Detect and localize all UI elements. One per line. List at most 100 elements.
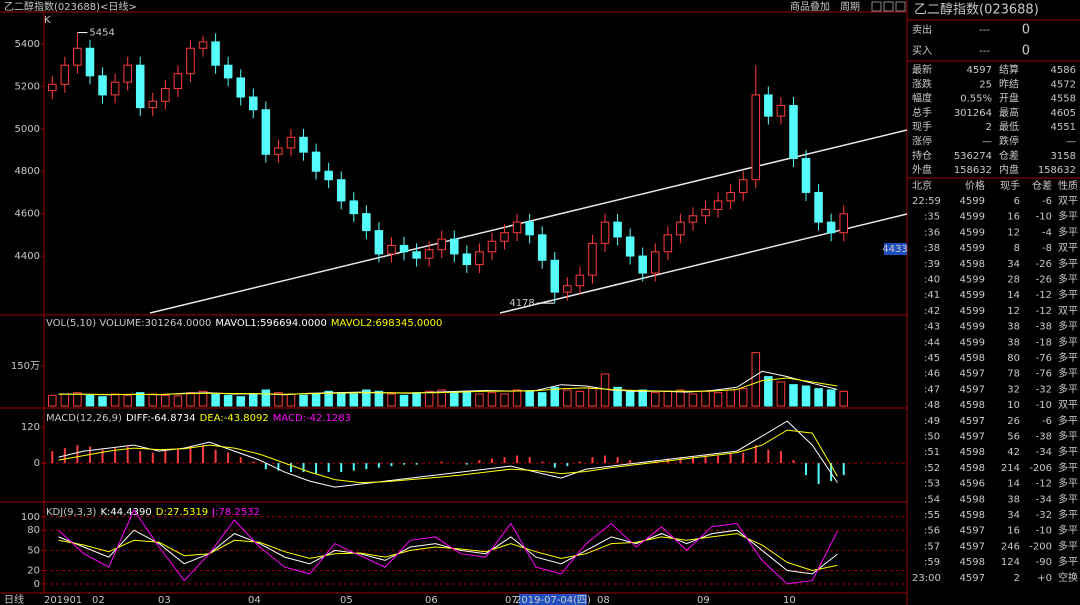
volume-bar [487, 392, 497, 407]
trade-cell: 4599 [960, 322, 985, 333]
channel-line [149, 129, 908, 314]
menu-overlay[interactable]: 商品叠加 [790, 0, 830, 13]
candle-body [198, 41, 208, 49]
volume-bar [161, 394, 170, 407]
last-price-box [884, 243, 907, 256]
trade-cell: 多平 [1058, 351, 1078, 364]
volume-bar [688, 393, 698, 407]
trade-cell: :55 [924, 510, 940, 521]
volume-bar [500, 393, 509, 407]
candle-body [588, 242, 597, 276]
header-item: D:27.5319 [156, 507, 208, 518]
candle-body [450, 238, 459, 255]
quote-label: 幅度 [912, 92, 932, 105]
trade-cell: :36 [924, 227, 940, 238]
quote-label: 结算 [999, 63, 1019, 76]
order-label: 卖出 [912, 23, 932, 36]
quote-label: 涨停 [912, 135, 932, 148]
y-tick-label: 100 [21, 512, 40, 523]
menu-period[interactable]: 周期 [840, 1, 860, 13]
quote-label: 最低 [999, 120, 1019, 133]
y-tick-label: 50 [27, 545, 40, 556]
candle-body [462, 253, 472, 266]
candle-body [475, 251, 484, 266]
volume-bar [613, 386, 622, 407]
volume-bar [85, 394, 95, 407]
candle-body [563, 285, 572, 293]
quote-value: 4558 [1051, 94, 1076, 105]
y-tick-label: 0 [34, 579, 40, 590]
candle-body [600, 221, 610, 244]
trade-cell: :48 [924, 400, 940, 411]
candle-body [336, 179, 346, 202]
trade-cell: 22:59 [912, 196, 941, 207]
quote-label: 涨跌 [912, 77, 932, 90]
trade-cell: 4598 [960, 259, 985, 270]
trade-cell: 多平 [1058, 320, 1078, 333]
candle-body [701, 208, 710, 217]
trade-cell: 多平 [1058, 492, 1078, 505]
candle-body [148, 100, 158, 109]
trade-cell: 双平 [1058, 399, 1078, 411]
trade-cell: 4597 [960, 541, 985, 552]
candle-body [60, 64, 70, 85]
order-price: --- [979, 46, 990, 57]
trade-cell: :57 [924, 541, 940, 552]
header-item: DEA:-43.8092 [200, 413, 269, 424]
trade-cell: -6 [1042, 196, 1052, 207]
candle-body [575, 274, 585, 287]
trade-cell: 14 [1007, 290, 1020, 301]
x-tick-label: 06 [425, 595, 438, 605]
volume-bar [274, 392, 283, 407]
trade-cell: :42 [924, 306, 940, 317]
volume-bar [48, 394, 57, 407]
annotation: 4178 [509, 298, 534, 309]
trade-cell: 6 [1014, 196, 1020, 207]
quote-label: 持仓 [912, 149, 932, 162]
volume-bar [801, 385, 811, 407]
candle-body [789, 105, 798, 160]
trade-cell: -206 [1029, 463, 1052, 474]
candle-body [299, 136, 308, 153]
trade-cell: -4 [1042, 227, 1052, 238]
volume-bar [186, 392, 195, 407]
header-item: K:44.4390 [100, 507, 151, 518]
trade-cell: 4599 [960, 290, 985, 301]
candle-body [236, 77, 245, 98]
quote-value: 2 [986, 122, 992, 133]
quote-label: 总手 [912, 106, 932, 119]
trade-cell: -32 [1036, 384, 1052, 395]
trade-cell: 38 [1007, 494, 1020, 505]
candle-body [161, 88, 170, 102]
x-tick-label: 201901 [44, 595, 82, 605]
volume-bar [437, 389, 446, 407]
cursor-date: 2019-07-04(四) [515, 595, 591, 605]
candle-body [223, 64, 233, 79]
trade-cell: 4597 [960, 573, 985, 584]
candle-body [399, 244, 409, 253]
trade-cell: 4597 [960, 416, 985, 427]
volume-bar [223, 394, 233, 407]
trade-cell: -12 [1036, 306, 1052, 317]
indicator-line [58, 529, 838, 575]
trade-cell: 16 [1007, 212, 1020, 223]
trade-cell: 23:00 [912, 573, 941, 584]
trade-cell: 4597 [960, 384, 985, 395]
trade-cell: 4599 [960, 306, 985, 317]
indicator-line [58, 377, 838, 395]
candle-body [98, 75, 107, 96]
trade-cell: 8 [1014, 243, 1020, 254]
trade-cell: -90 [1036, 557, 1052, 568]
indicator-line [58, 508, 838, 585]
panel-header: KDJ(9,3,3) K:44.4390 D:27.5319 J:78.2532 [46, 507, 260, 518]
volume-bar [563, 389, 572, 407]
candle-body [826, 221, 836, 234]
window-buttons[interactable] [871, 1, 906, 12]
trade-cell: 多平 [1058, 367, 1078, 380]
candle-body [211, 41, 220, 66]
trade-cell: 多平 [1058, 477, 1078, 490]
trade-cell: -26 [1036, 259, 1052, 270]
trade-cell: 多平 [1058, 225, 1078, 238]
trade-cell: -38 [1036, 322, 1052, 333]
trade-cell: -8 [1042, 243, 1052, 254]
